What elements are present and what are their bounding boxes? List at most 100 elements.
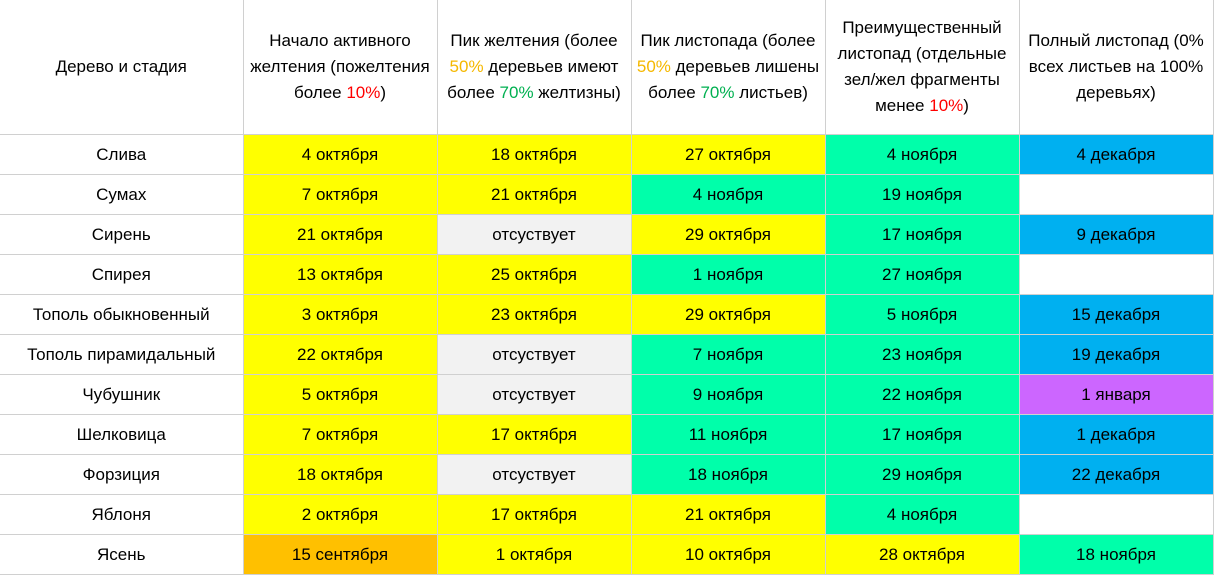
date-cell: 25 октября <box>436 254 632 295</box>
date-cell: 11 ноября <box>630 414 826 455</box>
date-cell: 21 октября <box>436 174 632 215</box>
date-cell: 18 ноября <box>1018 534 1214 575</box>
header-text: Преимущественный листопад (отдельные зел… <box>837 18 1007 115</box>
header-text: Начало активного желтения (пожелтения бо… <box>250 31 430 102</box>
date-cell: отсуствует <box>436 334 632 375</box>
date-cell: 23 октября <box>436 294 632 335</box>
table-row: Слива 4 октября 18 октября 27 октября 4 … <box>0 134 1214 175</box>
header-text: деревьев имеют более <box>447 57 619 102</box>
date-cell: 18 ноября <box>630 454 826 495</box>
tree-name-cell: Сирень <box>0 214 244 255</box>
date-cell: 29 ноября <box>824 454 1020 495</box>
date-cell: 5 октября <box>242 374 438 415</box>
date-cell: 28 октября <box>824 534 1020 575</box>
header-row: Дерево и стадия Начало активного желтени… <box>0 0 1214 135</box>
date-cell: 15 декабря <box>1018 294 1214 335</box>
date-cell: 1 января <box>1018 374 1214 415</box>
date-cell: 18 октября <box>242 454 438 495</box>
header-text: деревьев лишены более <box>648 57 820 102</box>
header-text: Пик листопада (более <box>640 31 816 50</box>
tree-name-cell: Тополь обыкновенный <box>0 294 244 335</box>
date-cell: отсуствует <box>436 214 632 255</box>
header-percent: 70% <box>700 83 735 102</box>
date-cell: 13 октября <box>242 254 438 295</box>
date-cell: 17 октября <box>436 414 632 455</box>
date-cell: 10 октября <box>630 534 826 575</box>
header-peak-leaf-fall: Пик листопада (более 50% деревьев лишены… <box>630 0 826 135</box>
date-cell: 4 ноября <box>824 134 1020 175</box>
date-cell: 7 октября <box>242 414 438 455</box>
date-cell: 22 октября <box>242 334 438 375</box>
date-cell: 21 октября <box>242 214 438 255</box>
header-predominant-leaf-fall: Преимущественный листопад (отдельные зел… <box>824 0 1020 135</box>
date-cell: 2 октября <box>242 494 438 535</box>
date-cell: 22 ноября <box>824 374 1020 415</box>
date-cell: 7 ноября <box>630 334 826 375</box>
table-row: Тополь обыкновенный 3 октября 23 октября… <box>0 294 1214 335</box>
header-text: желтизны) <box>533 83 621 102</box>
date-cell: 3 октября <box>242 294 438 335</box>
tree-name-cell: Тополь пирамидальный <box>0 334 244 375</box>
header-percent: 50% <box>449 57 484 76</box>
date-cell: 1 ноября <box>630 254 826 295</box>
date-cell: 22 декабря <box>1018 454 1214 495</box>
date-cell <box>1018 494 1214 535</box>
date-cell: 9 декабря <box>1018 214 1214 255</box>
table-row: Тополь пирамидальный 22 октября отсуству… <box>0 334 1214 375</box>
table-row: Форзиция 18 октября отсуствует 18 ноября… <box>0 454 1214 495</box>
date-cell: 27 ноября <box>824 254 1020 295</box>
table-row: Спирея 13 октября 25 октября 1 ноября 27… <box>0 254 1214 295</box>
date-cell: 4 декабря <box>1018 134 1214 175</box>
date-cell: отсуствует <box>436 374 632 415</box>
header-active-yellowing: Начало активного желтения (пожелтения бо… <box>242 0 438 135</box>
header-text: листьев) <box>734 83 808 102</box>
tree-name-cell: Ясень <box>0 534 244 575</box>
tree-name-cell: Слива <box>0 134 244 175</box>
date-cell: 17 октября <box>436 494 632 535</box>
tree-name-cell: Форзиция <box>0 454 244 495</box>
date-cell: 15 сентября <box>242 534 438 575</box>
table-row: Ясень 15 сентября 1 октября 10 октября 2… <box>0 534 1214 575</box>
date-cell: 1 декабря <box>1018 414 1214 455</box>
date-cell: 29 октября <box>630 294 826 335</box>
table-row: Чубушник 5 октября отсуствует 9 ноября 2… <box>0 374 1214 415</box>
date-cell: 4 ноября <box>824 494 1020 535</box>
date-cell: 27 октября <box>630 134 826 175</box>
tree-name-cell: Шелковица <box>0 414 244 455</box>
tree-name-cell: Яблоня <box>0 494 244 535</box>
header-peak-yellowing: Пик желтения (более 50% деревьев имеют б… <box>436 0 632 135</box>
date-cell: 5 ноября <box>824 294 1020 335</box>
date-cell: 19 декабря <box>1018 334 1214 375</box>
header-percent: 10% <box>929 96 964 115</box>
date-cell: 9 ноября <box>630 374 826 415</box>
tree-name-cell: Чубушник <box>0 374 244 415</box>
date-cell <box>1018 254 1214 295</box>
header-percent: 70% <box>499 83 534 102</box>
table-row: Сирень 21 октября отсуствует 29 октября … <box>0 214 1214 255</box>
header-percent: 50% <box>636 57 671 76</box>
date-cell: 4 октября <box>242 134 438 175</box>
header-text: ) <box>380 83 387 102</box>
header-tree-stage: Дерево и стадия <box>0 0 244 135</box>
tree-name-cell: Сумах <box>0 174 244 215</box>
table-body: Слива 4 октября 18 октября 27 октября 4 … <box>0 134 1214 575</box>
date-cell: 23 ноября <box>824 334 1020 375</box>
date-cell: отсуствует <box>436 454 632 495</box>
date-cell: 29 октября <box>630 214 826 255</box>
table-row: Шелковица 7 октября 17 октября 11 ноября… <box>0 414 1214 455</box>
date-cell: 21 октября <box>630 494 826 535</box>
date-cell: 17 ноября <box>824 214 1020 255</box>
date-cell: 19 ноября <box>824 174 1020 215</box>
date-cell: 1 октября <box>436 534 632 575</box>
date-cell: 18 октября <box>436 134 632 175</box>
date-cell: 7 октября <box>242 174 438 215</box>
date-cell: 17 ноября <box>824 414 1020 455</box>
header-percent: 10% <box>346 83 381 102</box>
header-full-leaf-fall: Полный листопад (0% всех листьев на 100%… <box>1018 0 1214 135</box>
table-row: Яблоня 2 октября 17 октября 21 октября 4… <box>0 494 1214 535</box>
date-cell: 4 ноября <box>630 174 826 215</box>
header-text: Пик желтения (более <box>450 31 618 50</box>
table-row: Сумах 7 октября 21 октября 4 ноября 19 н… <box>0 174 1214 215</box>
header-text: ) <box>963 96 969 115</box>
